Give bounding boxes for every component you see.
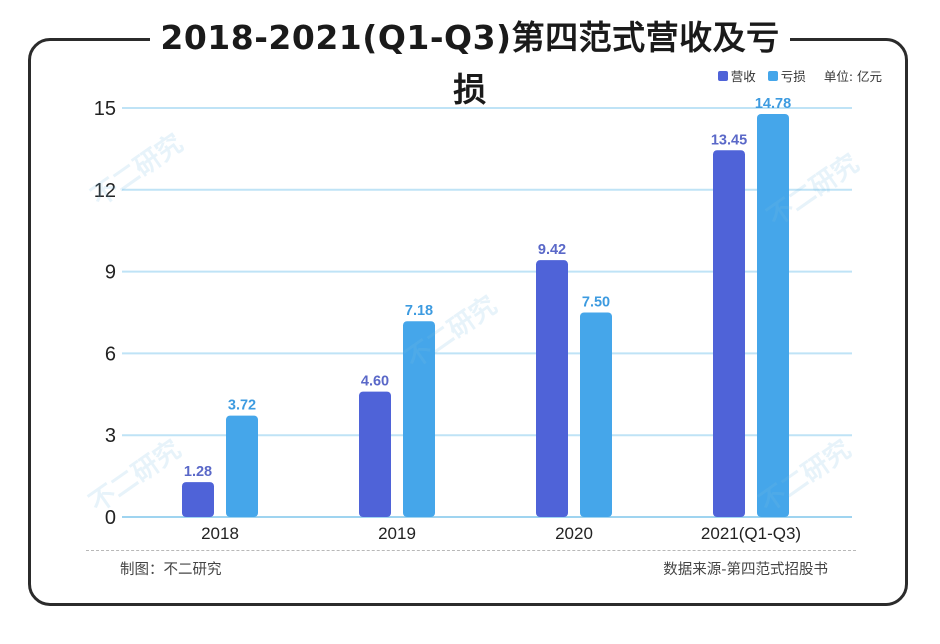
y-tick-label: 15: [94, 98, 116, 120]
bar-loss: [757, 113, 789, 518]
x-tick-label: 2019: [378, 524, 416, 543]
x-tick-label: 2021(Q1-Q3): [701, 524, 801, 543]
footer-divider: [86, 550, 856, 551]
legend-swatch-revenue: [717, 70, 728, 81]
bar-revenue: [182, 482, 214, 517]
data-label-revenue: 1.28: [184, 464, 212, 480]
data-label-loss: 3.72: [228, 398, 256, 414]
y-tick-label: 3: [105, 425, 116, 447]
bar-loss: [403, 321, 435, 517]
bar-revenue: [713, 150, 745, 517]
y-tick-label: 12: [94, 180, 116, 202]
legend-item-revenue: 营收: [717, 66, 756, 85]
legend-item-loss: 亏损: [767, 66, 806, 85]
x-tick-label: 2018: [201, 524, 239, 543]
legend-label-loss: 亏损: [780, 69, 806, 84]
bar-loss: [580, 312, 612, 517]
data-label-loss: 7.18: [405, 303, 433, 319]
bar-revenue: [536, 260, 568, 517]
chart-title: 2018-2021(Q1-Q3)第四范式营收及亏损: [150, 12, 790, 109]
x-tick-label: 2020: [555, 524, 593, 543]
data-label-revenue: 13.45: [711, 132, 747, 148]
y-tick-label: 6: [105, 343, 116, 365]
chart-legend: 营收 亏损 单位: 亿元: [717, 66, 882, 85]
data-label-loss: 14.78: [755, 96, 791, 112]
bar-revenue: [359, 391, 391, 517]
legend-label-revenue: 营收: [730, 69, 756, 84]
bar-loss: [226, 415, 258, 517]
unit-label: 单位: 亿元: [823, 69, 882, 84]
legend-swatch-loss: [767, 70, 778, 81]
footer-credit: 制图：不二研究: [120, 562, 222, 578]
data-label-revenue: 9.42: [538, 242, 566, 258]
footer-source: 数据来源-第四范式招股书: [663, 562, 828, 578]
data-label-revenue: 4.60: [361, 374, 389, 390]
data-label-loss: 7.50: [582, 295, 610, 311]
y-tick-label: 0: [105, 507, 116, 529]
y-tick-label: 9: [105, 262, 116, 284]
